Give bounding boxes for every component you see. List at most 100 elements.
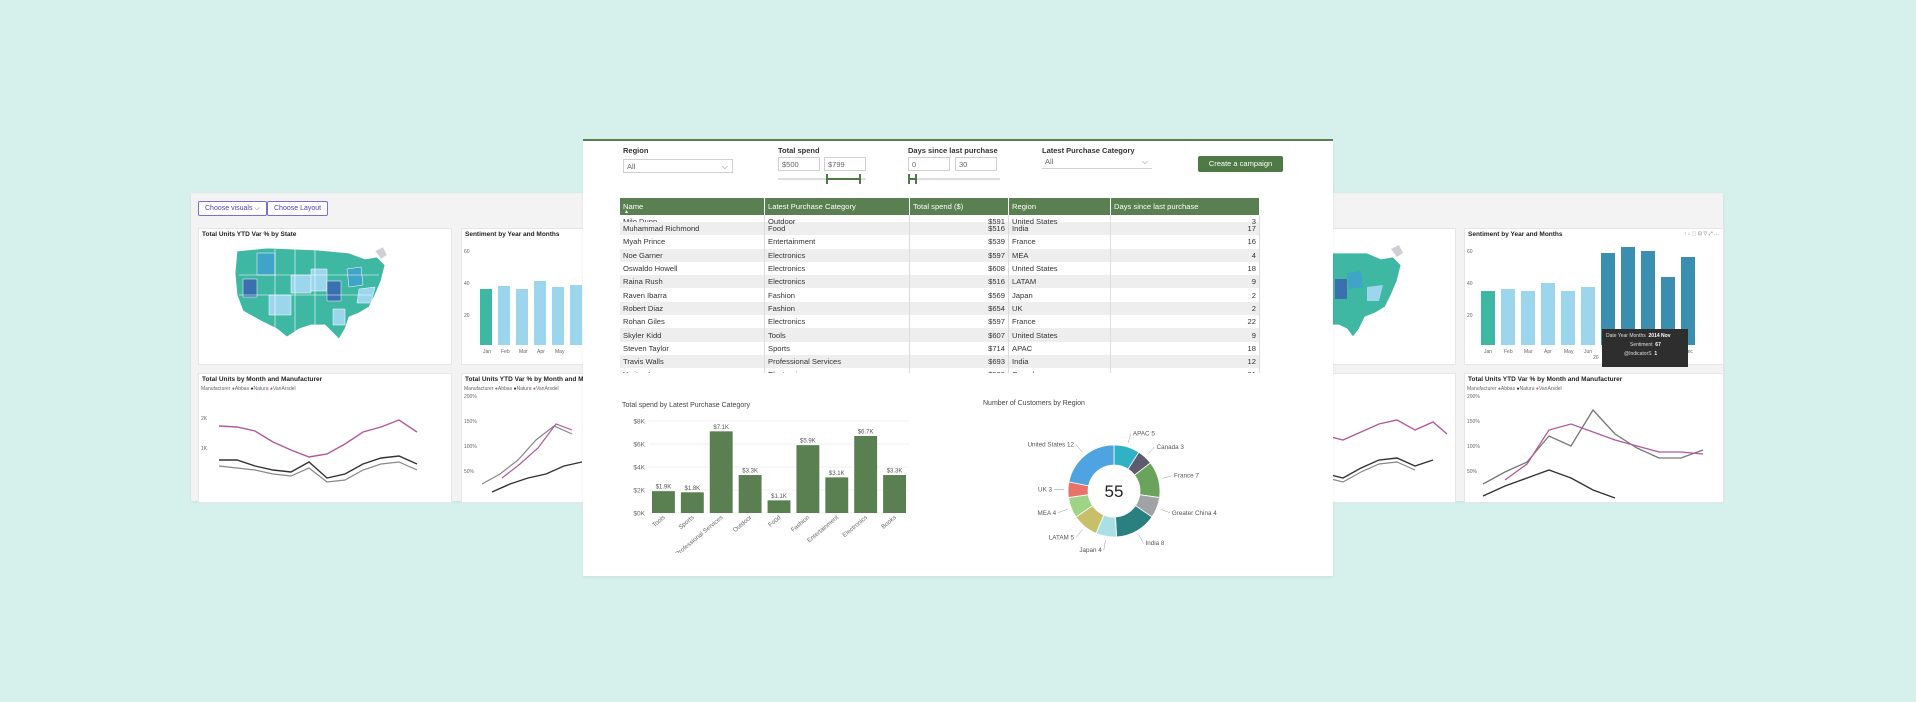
table-row[interactable]: Rohan Giles Electronics $597 France 22 [620, 315, 1260, 329]
tooltip: Date Year Months 2014 Nov Sentiment 67 @… [1602, 329, 1688, 367]
spend-bar-chart[interactable]: $8K $6K $4K $2K $0K $1.9K Tools $1.8K Sports $7.1… [613, 413, 913, 553]
bar[interactable] [796, 445, 820, 513]
col-header-days[interactable]: Days since last purchase [1110, 198, 1260, 215]
sentiment-title-right: Sentiment by Year and Months [1468, 231, 1563, 238]
table-cell: Robert Diaz [620, 301, 765, 316]
y-tick: 50% [464, 469, 475, 475]
col-header-name[interactable]: Name ▲ [620, 198, 765, 215]
table-cell: United States [1008, 261, 1111, 276]
table-row[interactable]: Myah Prince Entertainment $539 France 16 [620, 235, 1260, 249]
table-cell: $608 [909, 261, 1009, 276]
data-label: $1.8K [684, 486, 700, 492]
table-row[interactable]: Raina Rush Electronics $516 LATAM 9 [620, 275, 1260, 289]
table-row[interactable]: Oswaldo Howell Electronics $608 United Stat… [620, 261, 1260, 276]
days-min-input[interactable]: 0 [908, 157, 950, 171]
spend-slider-track[interactable] [778, 178, 866, 180]
y-tick-label: $8K [633, 419, 645, 426]
spend-max-input[interactable]: $799 [824, 157, 866, 171]
days-slider-handle-min[interactable] [908, 174, 910, 184]
y-tick: 50% [1467, 469, 1478, 475]
bar[interactable] [854, 435, 878, 513]
table-cell: France [1008, 235, 1111, 249]
table-cell: Electronics [764, 368, 910, 373]
table-cell: Canada [1008, 368, 1111, 373]
table-cell: 12 [1110, 354, 1260, 369]
y-tick: 200% [464, 394, 477, 400]
table-row[interactable]: Noe Garner Electronics $597 MEA 4 [620, 248, 1260, 262]
table-cell: 18 [1110, 341, 1260, 355]
x-tick-label: Sports [677, 514, 695, 531]
slice-label: LATAM 5 [1049, 534, 1075, 541]
leader-line [1127, 433, 1132, 444]
table-row[interactable]: Robert Diaz Fashion $654 UK 2 [620, 301, 1260, 316]
table-row[interactable]: Muhammad Richmond Food $516 India 17 [620, 222, 1260, 236]
table-row[interactable]: Milo Dunn Outdoor $591 United States 3 [620, 215, 1260, 225]
table-cell: India [1008, 354, 1111, 369]
choose-layout-button[interactable]: Choose Layout [267, 201, 329, 216]
table-cell: 2 [1110, 301, 1260, 316]
days-slider-track[interactable] [908, 178, 1000, 180]
bar[interactable] [825, 477, 849, 513]
x-tick-label: Electronics [841, 514, 869, 539]
create-campaign-button[interactable]: Create a campaign [1198, 156, 1283, 172]
sentiment-tile-right[interactable]: Sentiment by Year and Months ↑ ↓ ⬚ ⊡ ▽ ⤢… [1464, 228, 1724, 367]
col-header-category[interactable]: Latest Purchase Category [764, 198, 910, 215]
bar[interactable] [680, 492, 704, 513]
table-cell: $597 [909, 315, 1009, 329]
col-header-region[interactable]: Region [1008, 198, 1111, 215]
map-tile[interactable]: Total Units YTD Var % by State [198, 228, 452, 365]
region-dropdown[interactable]: All ⌵ [623, 159, 733, 173]
units-tile[interactable]: Total Units by Month and Manufacturer Ma… [198, 373, 452, 503]
leader-line [1075, 444, 1083, 453]
donut-slice[interactable] [1068, 444, 1115, 487]
map-tile-right[interactable] [1326, 228, 1456, 365]
table-cell: 21 [1110, 368, 1260, 373]
leader-line [1075, 529, 1083, 538]
x-tick: Mar [519, 349, 528, 355]
table-row[interactable]: Skyler Kidd Tools $607 United States 9 [620, 328, 1260, 342]
table-row[interactable]: Travis Walls Professional Services $693 Ind… [620, 354, 1260, 369]
bar[interactable] [883, 475, 906, 513]
table-row[interactable]: Steven Taylor Sports $714 APAC 18 [620, 341, 1260, 355]
choose-visuals-button[interactable]: Choose visuals ⌵ [198, 201, 267, 216]
ytd-title-right: Total Units YTD Var % by Month and Manuf… [1468, 376, 1623, 383]
visual-header-icons[interactable]: ↑ ↓ ⬚ ⊡ ▽ ⤢ … [1683, 231, 1719, 237]
leader-line [1162, 475, 1173, 479]
x-tick: May [555, 349, 565, 355]
units-tile-right[interactable] [1326, 373, 1456, 503]
ytd-tile[interactable]: Total Units YTD Var % by Month and M Man… [461, 373, 591, 503]
table-cell: $693 [909, 354, 1009, 369]
category-dropdown[interactable]: All ⌵ [1042, 155, 1152, 169]
days-slider-handle-max[interactable] [915, 174, 917, 184]
ytd-tile-right[interactable]: Total Units YTD Var % by Month and Manuf… [1464, 373, 1724, 503]
x-tick-label: Professional Services [674, 514, 724, 553]
sentiment-tile[interactable]: Sentiment by Year and Months 60 40 20 Ja… [461, 228, 591, 365]
spend-slider-handle-max[interactable] [859, 174, 861, 184]
spend-min-input[interactable]: $500 [778, 157, 820, 171]
bar[interactable] [738, 475, 762, 513]
y-tick: 150% [1467, 419, 1480, 425]
col-header-spend[interactable]: Total spend ($) [909, 198, 1009, 215]
days-max-input[interactable]: 30 [955, 157, 997, 171]
slice-label: India 8 [1146, 540, 1165, 547]
sort-ascending-icon: ▲ [624, 209, 629, 215]
table-cell: 2 [1110, 288, 1260, 302]
spend-slider-handle-min[interactable] [826, 174, 828, 184]
y-tick: 100% [1467, 444, 1480, 450]
customer-table-viewport[interactable]: Name ▲ Latest Purchase Category Total spe… [620, 198, 1260, 373]
leader-line [1057, 508, 1068, 514]
table-cell: $539 [909, 235, 1009, 249]
table-cell: 3 [1110, 215, 1260, 225]
bar[interactable] [652, 491, 675, 513]
table-row[interactable]: Raven Ibarra Fashion $569 Japan 2 [620, 288, 1260, 302]
donut-center-total: 55 [1105, 482, 1124, 501]
bar[interactable] [709, 431, 733, 513]
bar[interactable] [767, 500, 791, 513]
table-cell: Raven Ibarra [620, 288, 765, 302]
table-cell: France [1008, 315, 1111, 329]
slice-label: Greater China 4 [1172, 510, 1217, 517]
table-row[interactable]: Yaritza IngramElectronics$539Canada21 [620, 368, 1260, 373]
table-cell: $591 [909, 215, 1009, 225]
table-cell: Muhammad Richmond [620, 222, 765, 236]
